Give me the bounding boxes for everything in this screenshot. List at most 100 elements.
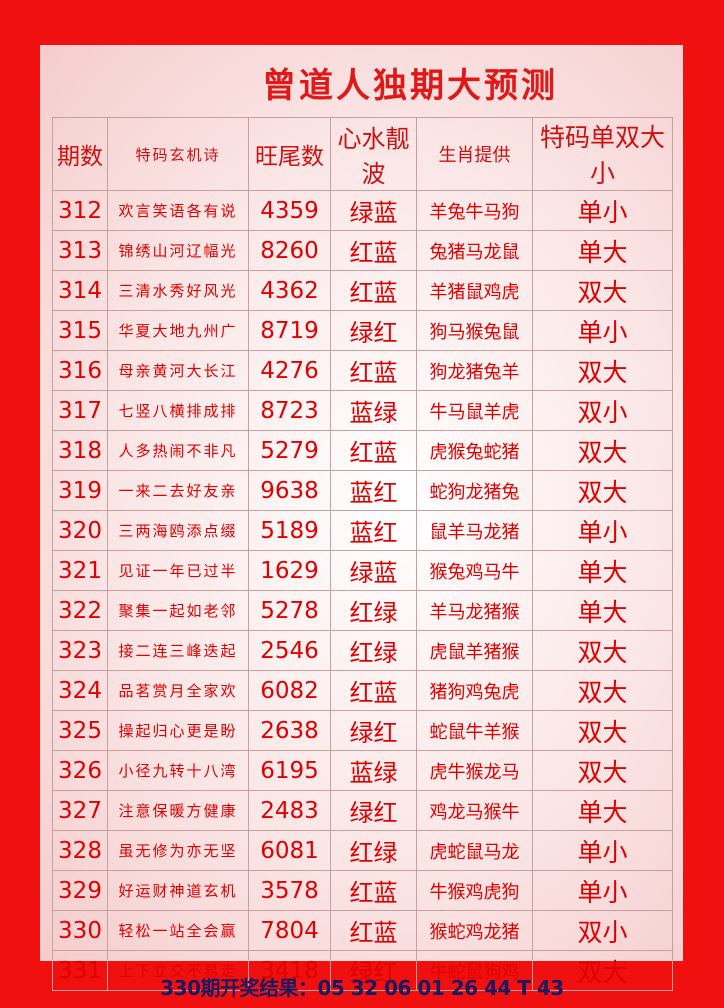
- cell: 红蓝: [330, 350, 417, 391]
- cell: 虽无修为亦无坚: [107, 830, 249, 871]
- table-row: 318 人多热闹不非凡 5279 红蓝 虎猴兔蛇猪 双大: [52, 430, 673, 471]
- table-row: 323 接二连三峰迭起 2546 红绿 虎鼠羊猪猴 双大: [52, 630, 673, 671]
- cell: 315: [52, 310, 108, 351]
- cell: 蓝绿: [330, 390, 417, 431]
- table-row: 326 小径九转十八湾 6195 蓝绿 虎牛猴龙马 双大: [52, 750, 673, 791]
- cell: 单小: [532, 190, 673, 231]
- cell: 猴兔鸡马牛: [416, 550, 533, 591]
- cell: 聚集一起如老邻: [107, 590, 249, 631]
- column-header: 心水靓波: [330, 117, 417, 191]
- cell: 绿红: [330, 710, 417, 751]
- table-row: 317 七竖八横排成排 8723 蓝绿 牛马鼠羊虎 双小: [52, 390, 673, 431]
- cell: 红绿: [330, 630, 417, 671]
- table-row: 322 聚集一起如老邻 5278 红绿 羊马龙猪猴 单大: [52, 590, 673, 631]
- cell: 三两海鸥添点缀: [107, 510, 249, 551]
- cell: 324: [52, 670, 108, 711]
- cell: 绿蓝: [330, 550, 417, 591]
- cell: 2638: [248, 710, 331, 751]
- cell: 一来二去好友亲: [107, 470, 249, 511]
- cell: 双大: [532, 350, 673, 391]
- cell: 1629: [248, 550, 331, 591]
- cell: 4359: [248, 190, 331, 231]
- cell: 6082: [248, 670, 331, 711]
- cell: 鼠羊马龙猪: [416, 510, 533, 551]
- column-header: 期数: [52, 117, 108, 191]
- cell: 单小: [532, 870, 673, 911]
- cell: 9638: [248, 470, 331, 511]
- cell: 3578: [248, 870, 331, 911]
- cell: 红蓝: [330, 870, 417, 911]
- cell: 牛马鼠羊虎: [416, 390, 533, 431]
- table-body: 312 欢言笑语各有说 4359 绿蓝 羊兔牛马狗 单小 313 锦绣山河辽幅光 8260 红蓝兔…: [52, 190, 673, 991]
- cell: 单小: [532, 510, 673, 551]
- cell: 羊猪鼠鸡虎: [416, 270, 533, 311]
- cell: 蛇鼠牛羊猴: [416, 710, 533, 751]
- column-header: 旺尾数: [248, 117, 331, 191]
- cell: 314: [52, 270, 108, 311]
- cell: 红绿: [330, 590, 417, 631]
- cell: 单大: [532, 590, 673, 631]
- cell: 红蓝: [330, 430, 417, 471]
- cell: 牛蛇鼠狗鸡: [416, 950, 533, 991]
- cell: 虎牛猴龙马: [416, 750, 533, 791]
- table-row: 324 品茗赏月全家欢 6082 红蓝 猪狗鸡兔虎 双大: [52, 670, 673, 711]
- cell: 5278: [248, 590, 331, 631]
- cell: 单小: [532, 830, 673, 871]
- cell: 七竖八横排成排: [107, 390, 249, 431]
- table-row: 331 上下立交不易走 3418 绿红 牛蛇鼠狗鸡 双大: [52, 950, 673, 991]
- cell: 接二连三峰迭起: [107, 630, 249, 671]
- table-row: 315 华夏大地九州广 8719 绿红 狗马猴兔鼠 单小: [52, 310, 673, 351]
- cell: 蓝红: [330, 510, 417, 551]
- cell: 单大: [532, 790, 673, 831]
- cell: 母亲黄河大长江: [107, 350, 249, 391]
- cell: 狗龙猪兔羊: [416, 350, 533, 391]
- cell: 327: [52, 790, 108, 831]
- cell: 318: [52, 430, 108, 471]
- cell: 322: [52, 590, 108, 631]
- cell: 蓝绿: [330, 750, 417, 791]
- cell: 4276: [248, 350, 331, 391]
- cell: 316: [52, 350, 108, 391]
- cell: 双大: [532, 630, 673, 671]
- cell: 虎猴兔蛇猪: [416, 430, 533, 471]
- table-row: 314 三清水秀好风光 4362 红蓝 羊猪鼠鸡虎 双大: [52, 270, 673, 311]
- table-row: 313 锦绣山河辽幅光 8260 红蓝 兔猪马龙鼠 单大: [52, 230, 673, 271]
- cell: 8723: [248, 390, 331, 431]
- table-row: 329 好运财神道玄机 3578 红蓝 牛猴鸡虎狗 单小: [52, 870, 673, 911]
- cell: 7804: [248, 910, 331, 951]
- cell: 鸡龙马猴牛: [416, 790, 533, 831]
- cell: 3418: [248, 950, 331, 991]
- cell: 蛇狗龙猪兔: [416, 470, 533, 511]
- table-row: 327 注意保暖方健康 2483 绿红 鸡龙马猴牛 单大: [52, 790, 673, 831]
- cell: 双大: [532, 710, 673, 751]
- cell: 上下立交不易走: [107, 950, 249, 991]
- cell: 2546: [248, 630, 331, 671]
- title: 曾道人独期大预测: [262, 66, 558, 106]
- cell: 6081: [248, 830, 331, 871]
- cell: 326: [52, 750, 108, 791]
- cell: 5189: [248, 510, 331, 551]
- cell: 321: [52, 550, 108, 591]
- cell: 329: [52, 870, 108, 911]
- prediction-table: 期数 特码玄机诗 旺尾数 心水靓波 生肖提供 特码单双大小 312 欢言笑语各有说 4359 绿蓝…: [52, 117, 673, 991]
- cell: 蓝红: [330, 470, 417, 511]
- cell: 狗马猴兔鼠: [416, 310, 533, 351]
- cell: 好运财神道玄机: [107, 870, 249, 911]
- cell: 操起归心更是盼: [107, 710, 249, 751]
- column-header: 特码玄机诗: [107, 117, 249, 191]
- cell: 红蓝: [330, 270, 417, 311]
- cell: 绿红: [330, 790, 417, 831]
- cell: 8719: [248, 310, 331, 351]
- column-header: 生肖提供: [416, 117, 533, 191]
- column-header: 特码单双大小: [532, 117, 673, 191]
- cell: 虎鼠羊猪猴: [416, 630, 533, 671]
- cell: 牛猴鸡虎狗: [416, 870, 533, 911]
- cell: 红蓝: [330, 230, 417, 271]
- cell: 双大: [532, 470, 673, 511]
- cell: 双小: [532, 390, 673, 431]
- cell: 注意保暖方健康: [107, 790, 249, 831]
- cell: 单小: [532, 310, 673, 351]
- cell: 红蓝: [330, 910, 417, 951]
- cell: 虎蛇鼠马龙: [416, 830, 533, 871]
- cell: 双小: [532, 910, 673, 951]
